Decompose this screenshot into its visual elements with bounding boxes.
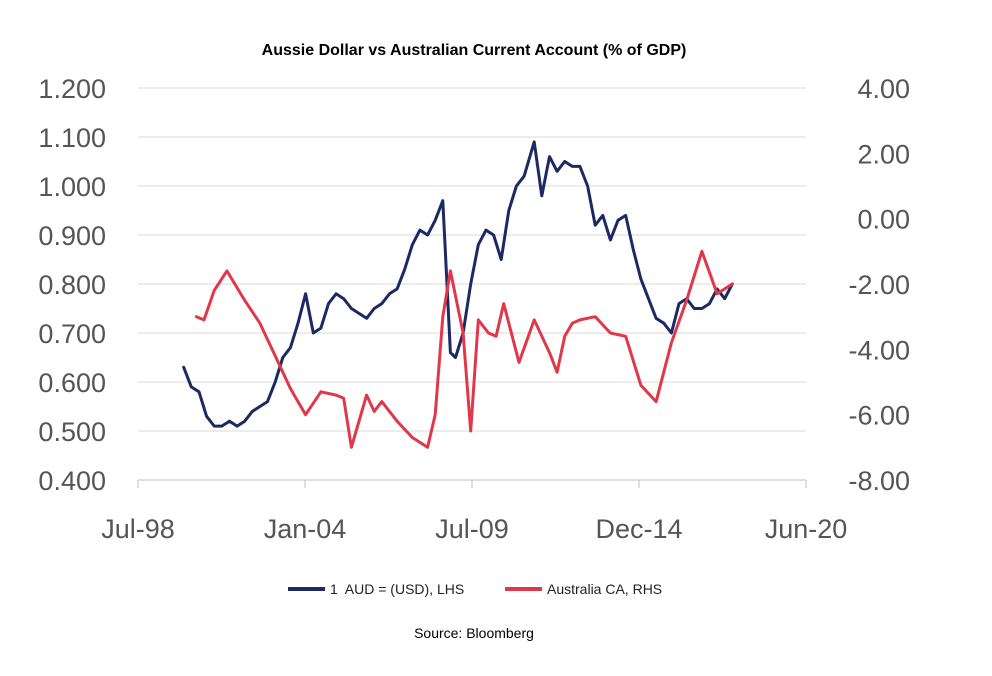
right-y-tick-label: -2.00 (848, 270, 910, 300)
left-y-tick-label: 0.600 (38, 368, 106, 398)
right-y-tick-label: 2.00 (857, 139, 910, 169)
series-lines (182, 140, 734, 449)
chart-title: Aussie Dollar vs Australian Current Acco… (262, 42, 687, 59)
x-tick-label: Jul-09 (435, 514, 509, 544)
left-y-tick-label: 0.800 (38, 270, 106, 300)
right-y-axis: 4.00 2.00 0.00 -2.00 -4.00 -6.00 -8.00 (848, 74, 910, 496)
left-y-tick-label: 1.000 (38, 172, 106, 202)
source-note: Source: Bloomberg (414, 625, 534, 641)
series-line-current-account (194, 249, 734, 449)
legend-label-aud: 1 AUD = (USD), LHS (330, 581, 464, 597)
left-y-tick-label: 1.200 (38, 74, 106, 104)
x-axis-ticks: Jul-98 Jan-04 Jul-09 Dec-14 Jun-20 (101, 480, 847, 544)
left-y-tick-label: 0.400 (38, 466, 106, 496)
right-y-tick-label: -4.00 (848, 335, 910, 365)
left-y-tick-label: 0.900 (38, 221, 106, 251)
right-y-tick-label: -8.00 (848, 466, 910, 496)
left-y-axis: 1.200 1.100 1.000 0.900 0.800 0.700 0.600 0.500… (38, 74, 106, 496)
x-tick-label: Jun-20 (765, 514, 848, 544)
legend-label-ca: Australia CA, RHS (547, 581, 662, 597)
x-tick-label: Dec-14 (595, 514, 682, 544)
x-tick-label: Jan-04 (264, 514, 347, 544)
legend: 1 AUD = (USD), LHS Australia CA, RHS (288, 581, 662, 597)
right-y-tick-label: -6.00 (848, 401, 910, 431)
series-line-aud-usd (182, 140, 734, 428)
left-y-tick-label: 1.100 (38, 123, 106, 153)
left-y-tick-label: 0.500 (38, 417, 106, 447)
right-y-tick-label: 4.00 (857, 74, 910, 104)
x-tick-label: Jul-98 (101, 514, 175, 544)
right-y-tick-label: 0.00 (857, 205, 910, 235)
left-y-tick-label: 0.700 (38, 319, 106, 349)
